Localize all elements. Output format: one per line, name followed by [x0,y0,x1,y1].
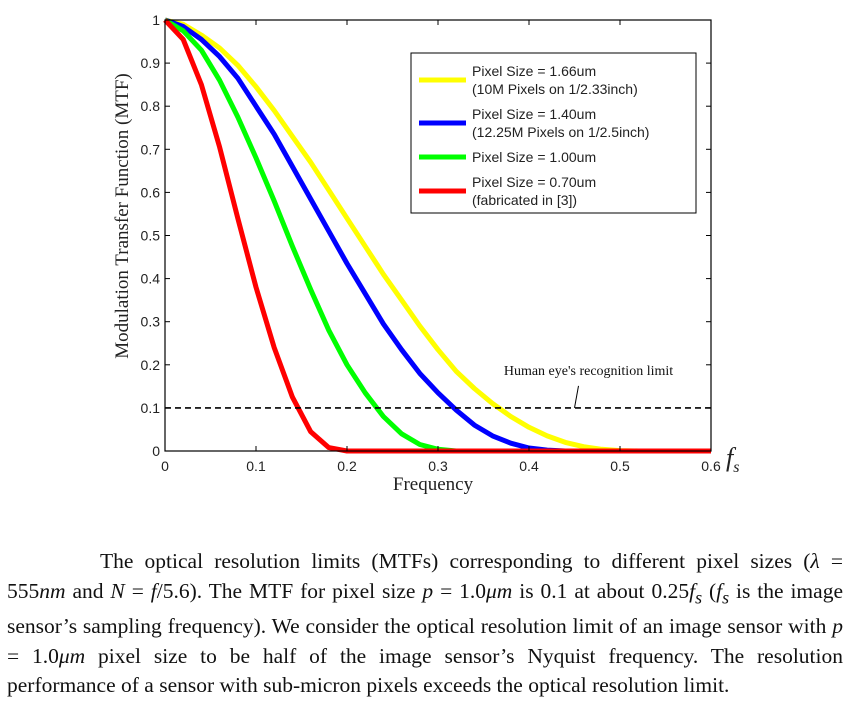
y-axis-title: Modulation Transfer Function (MTF) [112,73,133,359]
legend-label: (10M Pixels on 1/2.33inch) [472,81,638,97]
legend-label: Pixel Size = 1.66um [472,63,596,79]
y-tick-label: 0.5 [141,228,161,244]
mtf-chart: 0 0.1 0.2 0.3 0.4 0.5 0.6 0 0.1 0.2 0.3 0.4 0.5 0.6 0.… [112,12,739,495]
y-tick-label: 0.8 [141,98,161,114]
y-tick-label: 0 [152,443,160,459]
y-tick-label: 0.9 [141,55,161,71]
legend-label: Pixel Size = 0.70um [472,174,596,190]
y-tick-label: 0.3 [141,314,161,330]
x-tick-label: 0.4 [519,458,539,474]
x-tick-label: 0 [161,458,169,474]
x-tick-label: 0.2 [337,458,357,474]
y-tick-label: 0.1 [141,400,161,416]
y-tick-label: 0.6 [141,184,161,200]
y-tick-label: 0.4 [141,271,161,287]
x-tick-label: 0.1 [246,458,266,474]
reference-line-group: Human eye's recognition limit [165,364,711,409]
legend-label: Pixel Size = 1.00um [472,149,596,165]
caption-paragraph: The optical resolution limits (MTFs) cor… [7,549,843,698]
legend-label: Pixel Size = 1.40um [472,106,596,122]
x-tick-label: 0.3 [428,458,448,474]
ticks: 0 0.1 0.2 0.3 0.4 0.5 0.6 0 0.1 0.2 0.3 0.4 0.5 0.6 0.… [141,12,721,474]
x-axis-title: Frequency [393,474,474,495]
y-tick-label: 0.2 [141,357,161,373]
x-tick-label: 0.6 [701,458,721,474]
y-tick-label: 0.7 [141,141,161,157]
legend-label: (fabricated in [3]) [472,192,577,208]
x-axis-unit: fs [726,443,739,476]
y-tick-label: 1 [152,12,160,28]
reference-label: Human eye's recognition limit [504,364,673,379]
figure-caption: The optical resolution limits (MTFs) cor… [7,547,843,701]
legend: Pixel Size = 1.66um (10M Pixels on 1/2.33… [410,52,697,214]
reference-label-pointer [574,385,579,408]
x-tick-label: 0.5 [610,458,630,474]
legend-label: (12.25M Pixels on 1/2.5inch) [472,124,649,140]
